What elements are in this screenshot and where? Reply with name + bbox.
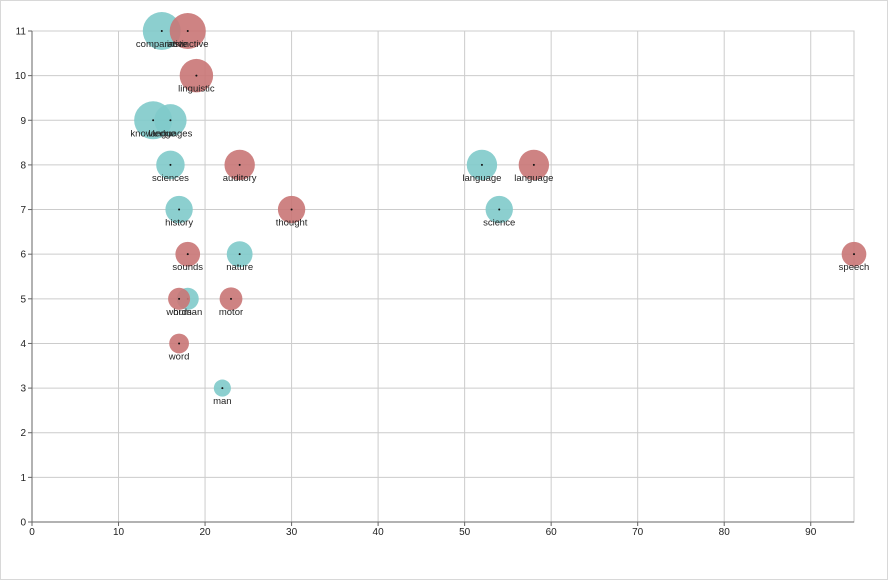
y-tick-label: 5 xyxy=(20,294,26,305)
bubble-center-dot xyxy=(169,163,172,166)
x-tick-label: 20 xyxy=(199,527,211,538)
y-tick-label: 4 xyxy=(20,339,26,350)
point-label-words: words xyxy=(165,307,192,318)
bubble-center-dot xyxy=(230,297,233,300)
x-tick-label: 50 xyxy=(459,527,471,538)
x-tick-label: 60 xyxy=(546,527,558,538)
x-tick-label: 30 xyxy=(286,527,298,538)
y-tick-label: 9 xyxy=(20,116,26,127)
point-label-sciences: sciences xyxy=(152,173,189,184)
point-label-nature: nature xyxy=(226,262,253,273)
bubble-center-dot xyxy=(238,253,241,256)
bubble-center-dot xyxy=(160,30,163,32)
y-tick-label: 7 xyxy=(20,205,26,216)
point-label-human: human xyxy=(173,307,202,318)
point-label-thought: thought xyxy=(276,218,308,229)
y-tick-label: 6 xyxy=(20,250,26,261)
bubble-layer xyxy=(134,12,867,397)
y-tick-label: 11 xyxy=(16,27,27,38)
bubble-center-dot xyxy=(195,74,198,77)
y-tick-label: 0 xyxy=(20,518,26,529)
point-label-auditory: auditory xyxy=(223,173,257,184)
point-label-man: man xyxy=(213,396,231,407)
point-label-languages: languages xyxy=(149,128,193,139)
bubble-center-dot xyxy=(186,253,189,256)
x-tick-label: 70 xyxy=(632,527,644,538)
bubble-center-dot xyxy=(178,297,181,300)
x-tick-label: 80 xyxy=(719,527,731,538)
bubble-center-dot xyxy=(186,30,189,32)
bubble-center-dot xyxy=(498,208,501,211)
point-label-sounds: sounds xyxy=(172,262,203,273)
bubble-center-dot xyxy=(480,163,483,166)
x-tick-label: 0 xyxy=(29,527,35,538)
point-label-word: word xyxy=(168,351,190,362)
x-tick-label: 90 xyxy=(805,527,817,538)
bubble-center-dot xyxy=(290,208,293,211)
point-label-motor: motor xyxy=(219,307,243,318)
x-tick-label: 40 xyxy=(373,527,385,538)
point-label-linguistic: linguistic xyxy=(178,84,215,95)
x-tick-label: 10 xyxy=(113,527,125,538)
point-label-comparative: comparative xyxy=(136,39,188,50)
bubble-center-dot xyxy=(178,342,181,345)
point-label-science: science xyxy=(483,218,515,229)
y-tick-label: 10 xyxy=(15,71,27,82)
bubble-center-dot xyxy=(853,253,855,256)
bubble-center-dot xyxy=(238,163,241,166)
point-label-knowledge: knowledge xyxy=(130,128,175,139)
y-tick-label: 1 xyxy=(20,473,26,484)
point-label-language: language xyxy=(462,173,501,184)
y-tick-label: 2 xyxy=(20,428,26,439)
bubble-center-dot xyxy=(152,119,155,122)
point-label-history: history xyxy=(165,218,193,229)
point-label-language: language xyxy=(514,173,553,184)
point-label-instinctive: instinctive xyxy=(167,39,209,50)
bubble-center-dot xyxy=(532,163,535,166)
axis-layer: 0 10 20 30 40 50 60 70 80 90 0 1 2 3 4 5 6 7 8 9 10 11 xyxy=(15,27,854,538)
bubble-center-dot xyxy=(169,119,172,122)
bubble-center-dot xyxy=(178,208,181,211)
y-tick-label: 3 xyxy=(20,384,26,395)
point-label-speech: speech xyxy=(839,262,870,273)
bubble-center-dot xyxy=(221,387,224,390)
y-tick-label: 8 xyxy=(20,160,26,171)
